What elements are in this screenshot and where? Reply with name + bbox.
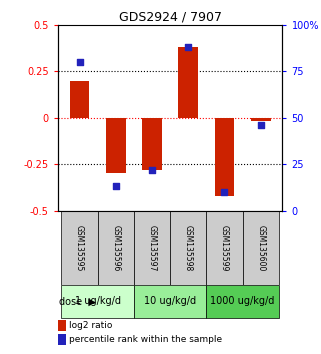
Bar (134, 211, 170, 285)
Bar (61, 211, 98, 285)
Bar (61, 285, 134, 318)
Bar (214, 118, 234, 196)
Text: GSM135600: GSM135600 (256, 224, 265, 271)
Point (222, 189, 227, 195)
Point (113, 184, 118, 189)
Text: GSM135595: GSM135595 (75, 224, 84, 271)
Bar (70, 80, 90, 118)
Point (77, 59, 82, 65)
Bar (58, 333, 65, 344)
Bar (58, 320, 65, 331)
Text: GSM135598: GSM135598 (184, 225, 193, 271)
Bar (134, 285, 206, 318)
Bar (98, 211, 134, 285)
Text: GSM135599: GSM135599 (220, 224, 229, 271)
Bar (251, 118, 271, 121)
Bar (206, 211, 243, 285)
Bar (206, 285, 279, 318)
Bar (106, 118, 126, 173)
Point (150, 167, 155, 173)
Text: GSM135596: GSM135596 (111, 224, 120, 271)
Text: dose  ▶: dose ▶ (59, 297, 96, 307)
Text: GSM135597: GSM135597 (148, 224, 157, 271)
Text: 1000 ug/kg/d: 1000 ug/kg/d (211, 297, 275, 307)
Title: GDS2924 / 7907: GDS2924 / 7907 (119, 11, 221, 24)
Text: 10 ug/kg/d: 10 ug/kg/d (144, 297, 196, 307)
Bar (170, 211, 206, 285)
Text: 1 ug/kg/d: 1 ug/kg/d (75, 297, 121, 307)
Text: log2 ratio: log2 ratio (69, 321, 112, 330)
Bar (178, 47, 198, 118)
Point (258, 122, 263, 128)
Point (186, 44, 191, 50)
Bar (142, 118, 162, 170)
Bar (243, 211, 279, 285)
Text: percentile rank within the sample: percentile rank within the sample (69, 335, 222, 344)
